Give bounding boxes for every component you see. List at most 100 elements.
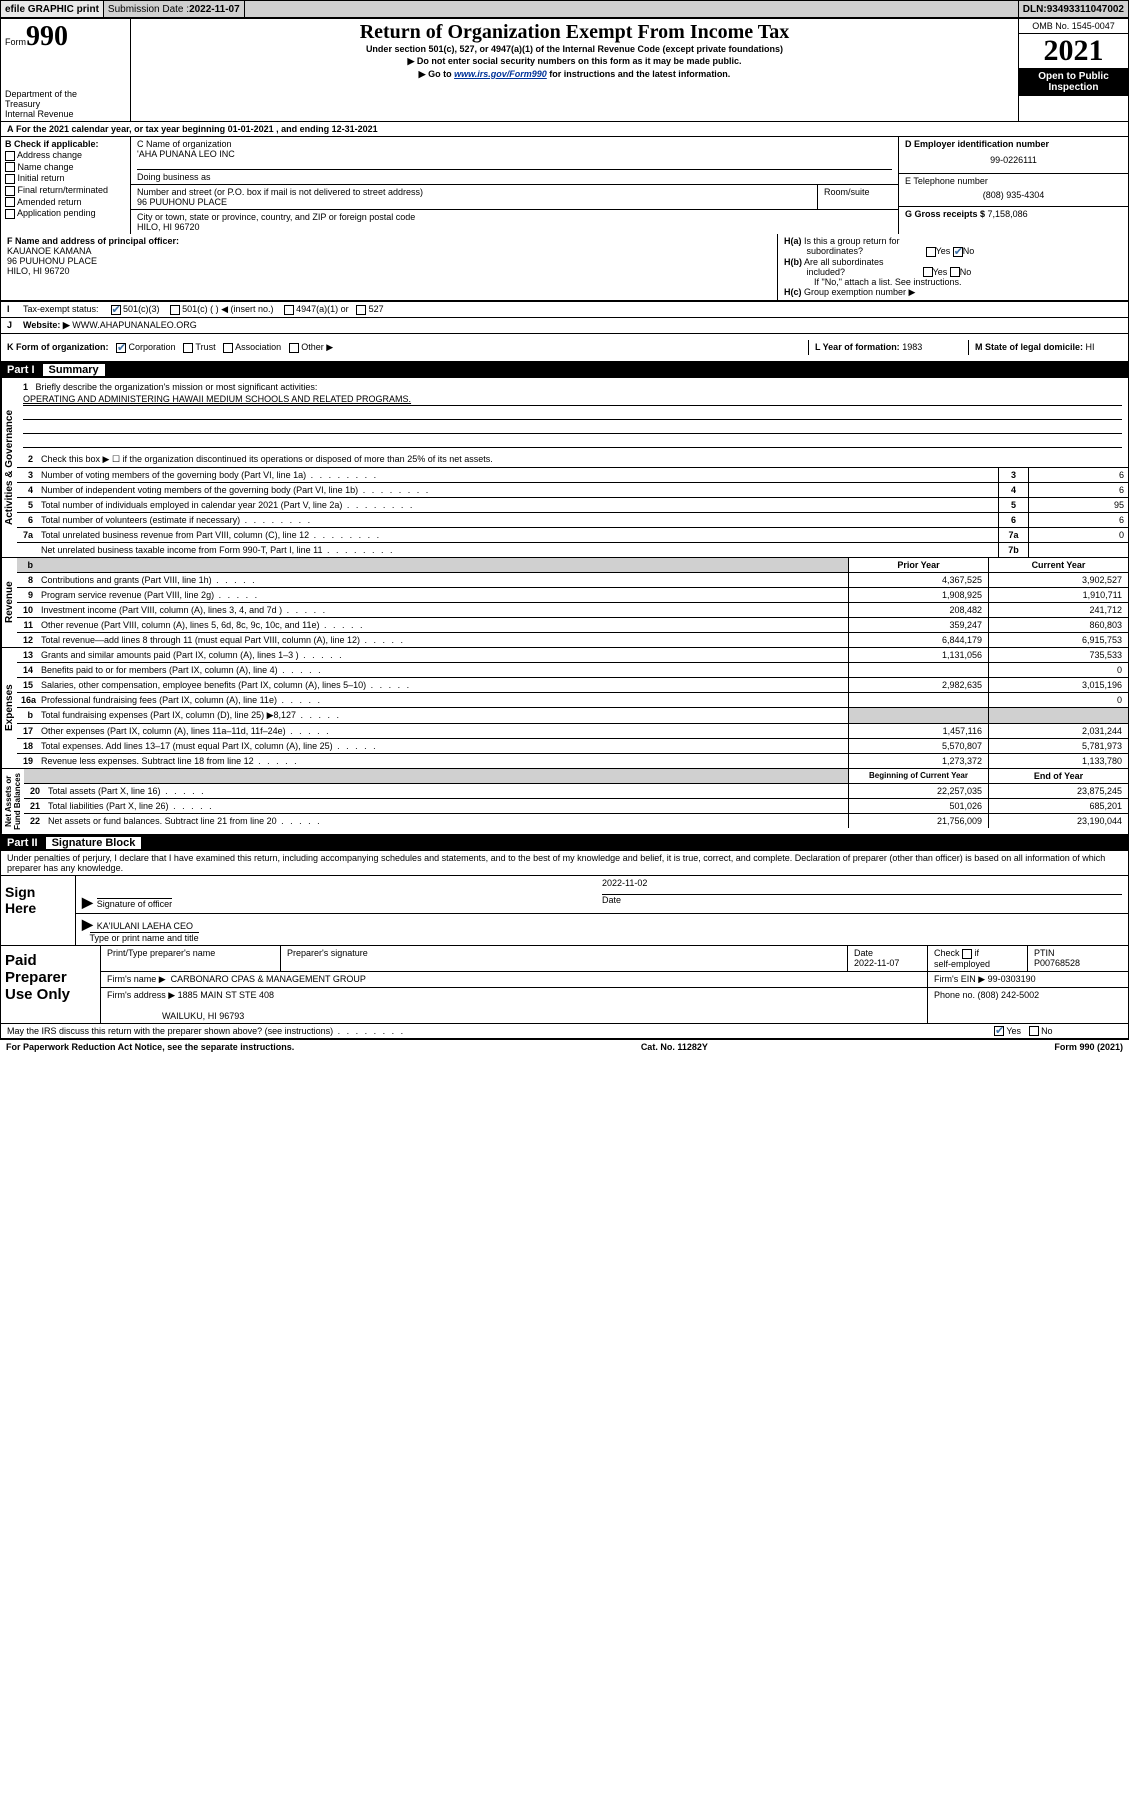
irs-form990-link[interactable]: www.irs.gov/Form990 xyxy=(454,69,547,79)
box-hb-note: If "No," attach a list. See instructions… xyxy=(784,277,1122,287)
line-7b-text: Net unrelated business taxable income fr… xyxy=(37,543,998,557)
sig-date: 2022-11-02 xyxy=(602,878,1122,890)
table-row-py: 1,457,116 xyxy=(848,724,988,738)
line-k-label: K Form of organization: xyxy=(7,342,109,352)
side-label-revenue: Revenue xyxy=(1,558,17,647)
part-ii-header: Part II Signature Block xyxy=(1,835,1128,851)
line-7a-text: Total unrelated business revenue from Pa… xyxy=(37,528,998,542)
line-l-label: L Year of formation: xyxy=(815,342,902,352)
table-row-cy: 2,031,244 xyxy=(988,724,1128,738)
table-row-py: 501,026 xyxy=(848,799,988,813)
form-number: 990 xyxy=(26,21,68,52)
chk-application-pending[interactable]: Application pending xyxy=(5,208,126,219)
chk-name-change[interactable]: Name change xyxy=(5,162,126,173)
city-state-zip: HILO, HI 96720 xyxy=(137,222,892,232)
chk-amended-return[interactable]: Amended return xyxy=(5,197,126,208)
table-row-py: 5,570,807 xyxy=(848,739,988,753)
dept-treasury: Department of theTreasuryInternal Revenu… xyxy=(5,89,126,119)
table-row-cy: 1,133,780 xyxy=(988,754,1128,768)
chk-association[interactable] xyxy=(223,343,233,353)
paid-preparer-label: PaidPreparerUse Only xyxy=(1,946,101,1023)
chk-self-employed[interactable] xyxy=(962,949,972,959)
officer-name-title: KA'IULANI LAEHA CEO xyxy=(97,921,193,931)
line-6-text: Total number of volunteers (estimate if … xyxy=(37,513,998,527)
table-row-py: 4,367,525 xyxy=(848,573,988,587)
part-i-header: Part I Summary xyxy=(1,362,1128,378)
table-row-text: Salaries, other compensation, employee b… xyxy=(37,678,848,692)
arrow-icon: ▶ xyxy=(82,916,97,932)
table-row-cy: 0 xyxy=(988,663,1128,677)
box-b-label: B Check if applicable: xyxy=(5,139,126,149)
chk-final-return[interactable]: Final return/terminated xyxy=(5,185,126,196)
table-row-text: Other revenue (Part VIII, column (A), li… xyxy=(37,618,848,632)
chk-trust[interactable] xyxy=(183,343,193,353)
chk-discuss-yes[interactable] xyxy=(994,1026,1004,1036)
chk-discuss-no[interactable] xyxy=(1029,1026,1039,1036)
open-to-public: Open to PublicInspection xyxy=(1019,68,1128,96)
table-row-text: Total expenses. Add lines 13–17 (must eq… xyxy=(37,739,848,753)
chk-address-change[interactable]: Address change xyxy=(5,150,126,161)
sig-officer-label: Signature of officer xyxy=(97,898,172,909)
table-row-text: Net assets or fund balances. Subtract li… xyxy=(44,814,848,828)
chk-other[interactable] xyxy=(289,343,299,353)
telephone: (808) 935-4304 xyxy=(905,186,1122,204)
efile-print-button[interactable]: efile GRAPHIC print xyxy=(1,1,104,17)
side-label-netassets: Net Assets orFund Balances xyxy=(1,769,24,834)
chk-hb-no[interactable] xyxy=(950,267,960,277)
arrow-icon: ▶ xyxy=(82,894,97,910)
line-j-label: Website: ▶ xyxy=(23,320,70,330)
chk-501c3[interactable] xyxy=(111,305,121,315)
table-row-text: Contributions and grants (Part VIII, lin… xyxy=(37,573,848,587)
table-row-text: Investment income (Part VIII, column (A)… xyxy=(37,603,848,617)
firm-addr-label: Firm's address ▶ xyxy=(107,990,175,1000)
table-row-cy: 3,015,196 xyxy=(988,678,1128,692)
gross-receipts: 7,158,086 xyxy=(988,209,1028,219)
chk-4947a1[interactable] xyxy=(284,305,294,315)
submission-date: Submission Date : 2022-11-07 xyxy=(104,1,245,17)
table-row-py: 1,131,056 xyxy=(848,648,988,662)
chk-501c[interactable] xyxy=(170,305,180,315)
firm-name-label: Firm's name ▶ xyxy=(107,974,166,984)
table-row-cy: 860,803 xyxy=(988,618,1128,632)
officer-addr2: HILO, HI 96720 xyxy=(7,266,70,276)
chk-hb-yes[interactable] xyxy=(923,267,933,277)
line-m-label: M State of legal domicile: xyxy=(975,342,1086,352)
omb-number: OMB No. 1545-0047 xyxy=(1019,19,1128,34)
side-label-expenses: Expenses xyxy=(1,648,17,768)
firm-ein: 99-0303190 xyxy=(988,974,1036,984)
room-suite-label: Room/suite xyxy=(818,185,898,210)
line-i-label: Tax-exempt status: xyxy=(17,302,105,317)
box-e-label: E Telephone number xyxy=(905,176,1122,186)
table-row-cy: 685,201 xyxy=(988,799,1128,813)
form-title: Return of Organization Exempt From Incom… xyxy=(137,21,1012,44)
table-row-py xyxy=(848,693,988,707)
table-row-py: 1,908,925 xyxy=(848,588,988,602)
top-bar: efile GRAPHIC print Submission Date : 20… xyxy=(0,0,1129,18)
chk-ha-no[interactable] xyxy=(953,247,963,257)
table-row-text: Revenue less expenses. Subtract line 18 … xyxy=(37,754,848,768)
box-hb: H(b) Are all subordinates included? Yes … xyxy=(784,257,1122,278)
table-row-py: 22,257,035 xyxy=(848,784,988,798)
table-row-py: 21,756,009 xyxy=(848,814,988,828)
street-label: Number and street (or P.O. box if mail i… xyxy=(137,187,811,197)
table-row-cy: 23,875,245 xyxy=(988,784,1128,798)
mission-text: OPERATING AND ADMINISTERING HAWAII MEDIU… xyxy=(23,392,1122,406)
table-row-py: 2,982,635 xyxy=(848,678,988,692)
table-row-py: 6,844,179 xyxy=(848,633,988,647)
chk-corporation[interactable] xyxy=(116,343,126,353)
instr-no-ssn: ▶ Do not enter social security numbers o… xyxy=(137,56,1012,67)
chk-initial-return[interactable]: Initial return xyxy=(5,173,126,184)
sign-here-label: SignHere xyxy=(1,876,76,945)
chk-ha-yes[interactable] xyxy=(926,247,936,257)
chk-527[interactable] xyxy=(356,305,366,315)
table-row-cy: 735,533 xyxy=(988,648,1128,662)
prep-sig-label: Preparer's signature xyxy=(281,946,848,971)
name-title-label: Type or print name and title xyxy=(90,932,199,943)
year-formation: 1983 xyxy=(902,342,922,352)
table-row-text: Total revenue—add lines 8 through 11 (mu… xyxy=(37,633,848,647)
firm-name: CARBONARO CPAS & MANAGEMENT GROUP xyxy=(171,974,366,984)
prep-self-employed: Check ifself-employed xyxy=(928,946,1028,971)
table-row-text: Benefits paid to or for members (Part IX… xyxy=(37,663,848,677)
form-label: Form xyxy=(5,37,26,47)
table-row-cy: 0 xyxy=(988,693,1128,707)
